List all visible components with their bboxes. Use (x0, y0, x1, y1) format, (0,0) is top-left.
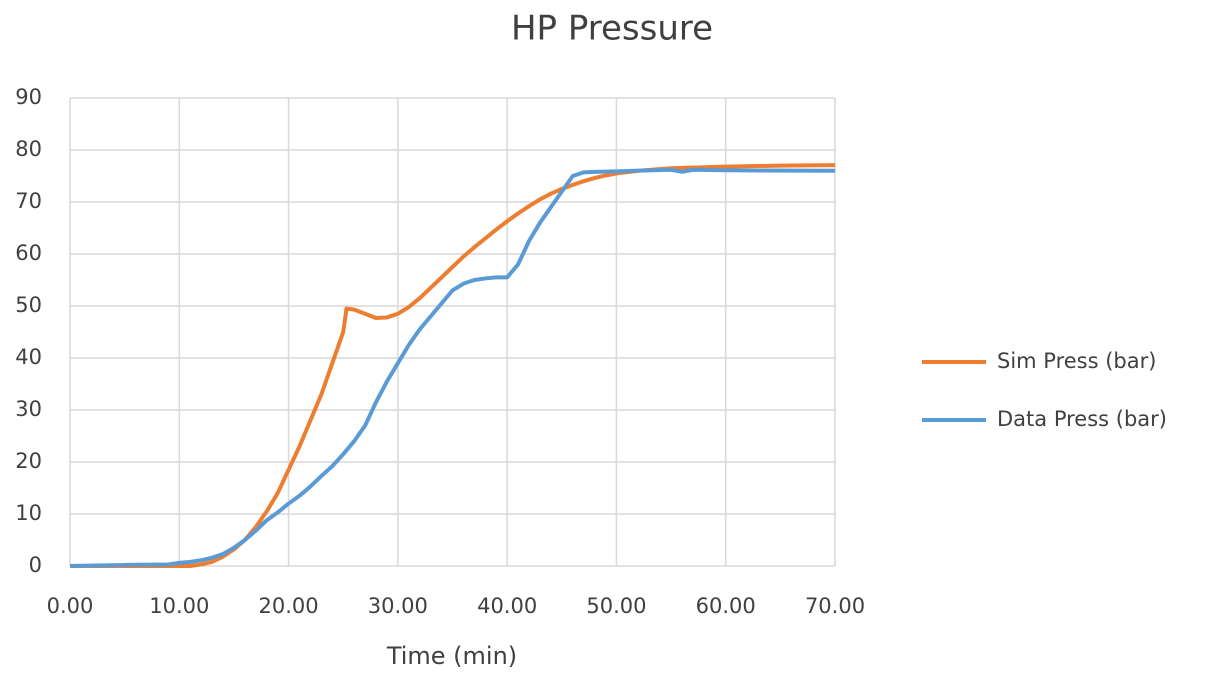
x-tick-label: 30.00 (368, 594, 428, 618)
x-tick-label: 60.00 (696, 594, 756, 618)
y-tick-label: 30 (15, 397, 42, 421)
series-line (70, 163, 836, 568)
x-tick-label: 20.00 (259, 594, 319, 618)
y-tick-label: 40 (15, 345, 42, 369)
y-tick-label: 90 (15, 85, 42, 109)
y-tick-label: 10 (15, 501, 42, 525)
x-tick-label: 10.00 (149, 594, 209, 618)
x-tick-label: 40.00 (477, 594, 537, 618)
legend-label: Sim Press (bar) (997, 349, 1156, 373)
y-tick-label: 50 (15, 293, 42, 317)
x-axis-label: Time (min) (386, 642, 517, 670)
y-tick-label: 60 (15, 241, 42, 265)
series-line (69, 167, 836, 568)
chart-title: HP Pressure (511, 9, 713, 49)
y-tick-label: 80 (15, 137, 42, 161)
y-tick-label: 70 (15, 189, 42, 213)
legend-label: Data Press (bar) (997, 407, 1167, 431)
x-tick-label: 0.00 (47, 594, 94, 618)
y-tick-label: 0 (29, 553, 42, 577)
x-tick-label: 50.00 (586, 594, 646, 618)
x-tick-label: 70.00 (805, 594, 865, 618)
y-tick-label: 20 (15, 449, 42, 473)
